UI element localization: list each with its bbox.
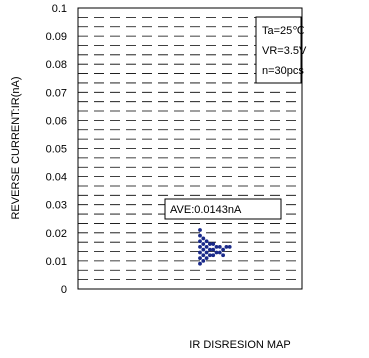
data-point [204,256,209,260]
y-tick-label: 0.04 [46,172,67,184]
data-point [217,250,222,255]
chart-caption: IR DISRESION MAP [189,339,290,351]
data-point [198,228,202,232]
data-point [204,239,209,244]
average-label: AVE:0.0143nA [170,204,242,216]
data-point [198,233,202,238]
data-point [221,253,226,258]
data-point [208,247,212,252]
data-point [201,259,206,263]
y-axis-ticks: 0 0.01 0.02 0.03 0.04 0.05 0.06 0.07 0.08 0.09 0.1 [46,3,67,296]
data-point [204,244,209,249]
data-point [211,242,216,246]
data-point [221,247,226,252]
data-point [201,253,206,258]
data-point [217,244,222,249]
data-point [201,242,206,246]
data-point [201,247,206,252]
y-tick-label: 0 [61,284,67,296]
condition-temperature: Ta=25℃ [262,25,305,37]
data-point [201,236,206,241]
y-tick-label: 0.09 [46,31,67,43]
y-tick-label: 0.08 [46,59,67,71]
data-point [208,253,212,258]
data-point [211,253,216,258]
data-point [214,244,219,249]
y-tick-label: 0.06 [46,115,67,127]
data-point [227,244,232,249]
y-tick-label: 0.05 [46,144,67,156]
y-tick-label: 0.1 [52,3,67,15]
average-box [164,198,282,220]
data-point [211,247,216,252]
y-tick-label: 0.03 [46,200,67,212]
data-point [204,250,209,255]
y-axis-title: REVERSE CURRENT:IR(nA) [10,76,22,219]
y-tick-label: 0.02 [46,228,67,240]
data-point [198,256,202,260]
y-tick-label: 0.07 [46,87,67,99]
condition-sample-count: n=30pcs [262,65,304,77]
data-point [214,250,219,255]
conditions-legend: Ta=25℃ VR=3.5V n=30pcs [255,16,307,84]
data-point [198,250,202,255]
y-tick-label: 0.01 [46,256,67,268]
data-point [198,261,202,266]
data-point [224,244,229,249]
data-point [198,244,202,249]
condition-voltage: VR=3.5V [262,45,307,57]
average-annotation: AVE:0.0143nA [164,198,282,220]
data-point [198,239,202,244]
plot-frame [77,7,303,290]
conditions-box [255,16,302,84]
data-points [198,228,232,266]
data-point [208,242,212,246]
